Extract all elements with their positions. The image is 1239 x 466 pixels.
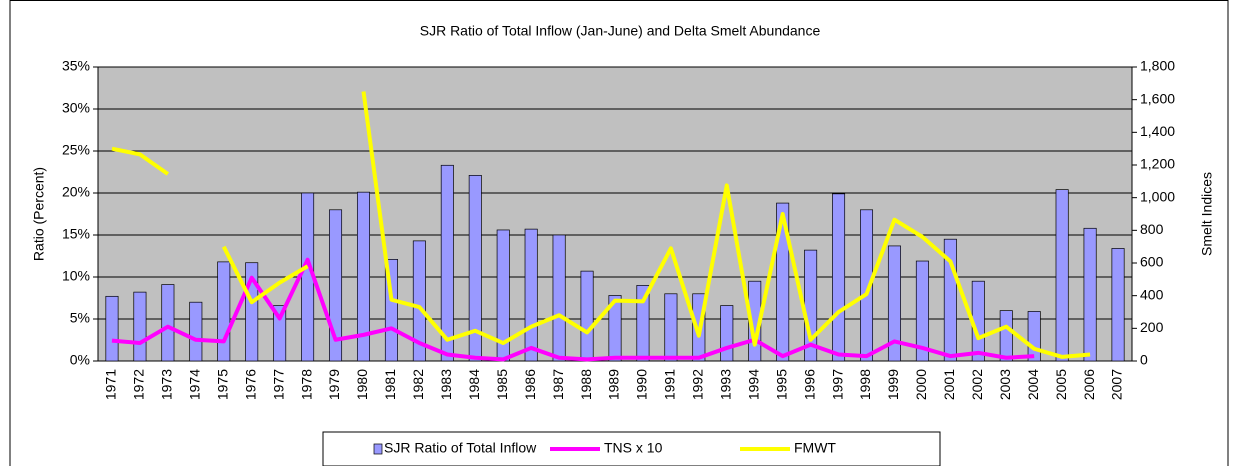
bar: [161, 284, 175, 362]
x-tick-label: 1990: [634, 369, 650, 400]
y2-tick-label: 400: [1140, 286, 1164, 302]
x-tick-label: 1975: [214, 369, 230, 400]
bar: [440, 164, 454, 362]
y-tick-label: 10%: [62, 268, 90, 284]
bar: [776, 202, 790, 362]
bar: [552, 234, 566, 362]
bar: [189, 301, 203, 362]
x-tick-label: 2003: [997, 369, 1013, 400]
x-tick-label: 1998: [857, 369, 873, 400]
line: [111, 146, 170, 176]
y2-tick-label: 800: [1140, 221, 1164, 237]
bar: [412, 240, 426, 362]
bar: [133, 291, 147, 362]
y2-tick-label: 200: [1140, 319, 1164, 335]
y-tick-label: 25%: [62, 142, 90, 158]
x-tick-label: 1981: [382, 369, 398, 400]
x-tick-label: 1992: [690, 369, 706, 400]
x-tick-label: 1979: [326, 369, 342, 400]
x-tick-label: 1984: [466, 369, 482, 400]
x-tick-label: 1986: [522, 369, 538, 400]
y-tick-label: 15%: [62, 226, 90, 242]
x-tick-label: 1993: [717, 369, 733, 400]
legend-box: [322, 431, 941, 466]
x-tick-label: 2005: [1053, 369, 1069, 400]
y-tick-label: 35%: [62, 58, 90, 74]
bar: [915, 260, 929, 362]
bar: [1027, 311, 1041, 362]
y2-tick-label: 1,800: [1140, 58, 1175, 74]
line: [111, 257, 1035, 362]
x-tick-label: 1972: [131, 369, 147, 400]
y-tick-label: 30%: [62, 100, 90, 116]
legend-swatch: [373, 443, 383, 455]
x-tick-label: 2006: [1081, 369, 1097, 400]
line: [221, 245, 309, 305]
bar: [1055, 189, 1069, 362]
y2-axis-title: Smelt Indices: [1199, 172, 1215, 256]
bar: [105, 295, 119, 362]
y2-tick-label: 1,000: [1140, 188, 1175, 204]
x-tick-label: 1985: [494, 369, 510, 400]
bar: [720, 305, 734, 362]
bar: [580, 270, 594, 362]
bar: [524, 228, 538, 362]
bar: [329, 209, 343, 362]
x-tick-label: 1976: [242, 369, 258, 400]
legend-label: FMWT: [794, 440, 836, 456]
y-axis-title: Ratio (Percent): [31, 167, 47, 261]
bar: [217, 261, 231, 362]
line: [361, 91, 1091, 359]
x-tick-label: 1978: [298, 369, 314, 400]
x-tick-label: 1989: [606, 369, 622, 400]
x-tick-label: 1991: [662, 369, 678, 400]
bar: [1083, 227, 1097, 362]
x-tick-label: 1999: [885, 369, 901, 400]
x-tick-label: 1980: [354, 369, 370, 400]
x-tick-label: 1995: [773, 369, 789, 400]
bar: [608, 295, 622, 362]
x-tick-label: 1973: [159, 369, 175, 400]
x-tick-label: 1997: [829, 369, 845, 400]
y2-tick-label: 1,400: [1140, 123, 1175, 139]
x-tick-label: 2002: [969, 369, 985, 400]
x-tick-label: 2007: [1109, 369, 1125, 400]
x-tick-label: 1982: [410, 369, 426, 400]
bar: [999, 310, 1013, 362]
y2-tick-label: 1,600: [1140, 90, 1175, 106]
x-tick-label: 1988: [578, 369, 594, 400]
bar: [860, 209, 874, 362]
bar: [1111, 248, 1125, 362]
y-tick-label: 0%: [70, 352, 90, 368]
x-tick-label: 1974: [187, 369, 203, 400]
x-tick-label: 2000: [913, 369, 929, 400]
x-tick-label: 2001: [941, 369, 957, 400]
bar: [664, 293, 678, 362]
x-tick-label: 1994: [745, 369, 761, 400]
bar: [468, 175, 482, 362]
bar: [887, 245, 901, 362]
legend-label: SJR Ratio of Total Inflow: [384, 440, 537, 456]
x-tick-label: 1977: [270, 369, 286, 400]
bar: [356, 191, 370, 362]
bar: [273, 305, 287, 362]
bar: [832, 193, 846, 362]
x-tick-label: 1971: [103, 369, 119, 400]
bar: [636, 285, 650, 362]
x-tick-label: 1996: [801, 369, 817, 400]
chart-title: SJR Ratio of Total Inflow (Jan-June) and…: [420, 23, 821, 39]
legend-label: TNS x 10: [604, 440, 663, 456]
y2-tick-label: 1,200: [1140, 156, 1175, 172]
y2-tick-label: 600: [1140, 254, 1164, 270]
x-tick-label: 1987: [550, 369, 566, 400]
y-tick-label: 20%: [62, 184, 90, 200]
y-tick-label: 5%: [70, 310, 90, 326]
x-tick-label: 2004: [1025, 369, 1041, 400]
x-tick-label: 1983: [438, 369, 454, 400]
y2-tick-label: 0: [1140, 352, 1148, 368]
